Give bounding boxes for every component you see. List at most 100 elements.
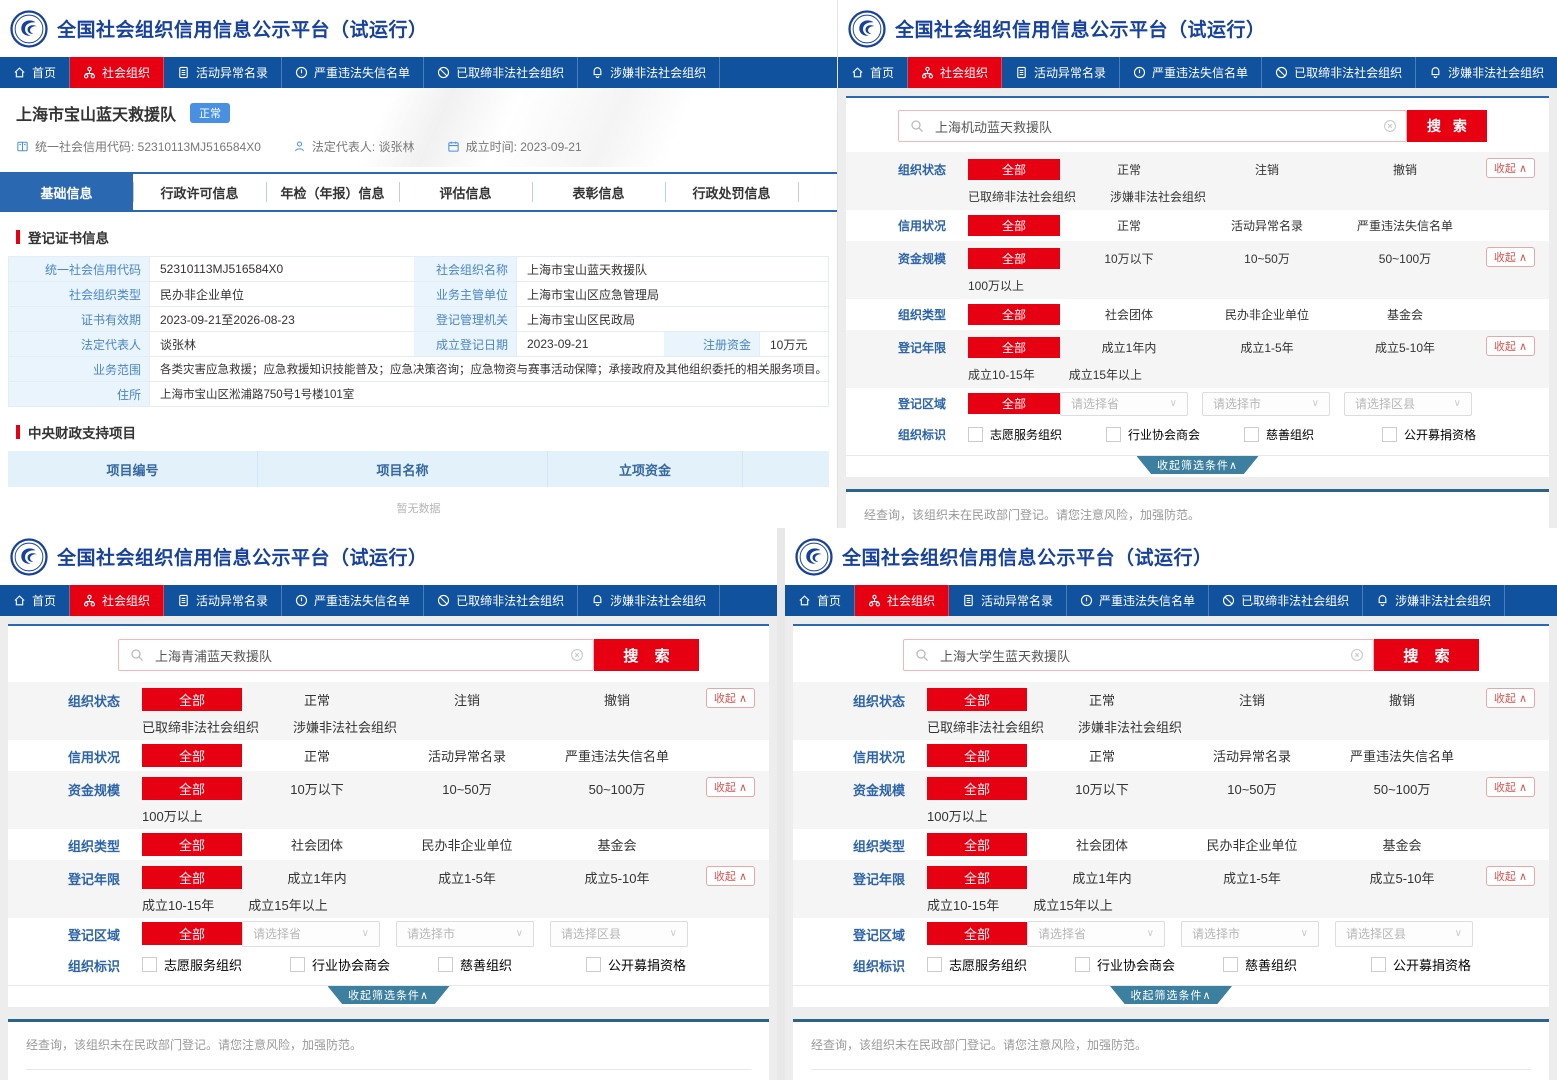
filter-option-all[interactable]: 全部 — [142, 833, 242, 856]
filter-option[interactable]: 10~50万 — [1227, 782, 1277, 797]
filter-option[interactable]: 50~100万 — [1378, 252, 1432, 266]
org-flag-checkbox[interactable]: 慈善组织 — [1223, 953, 1371, 976]
org-flag-checkbox[interactable]: 行业协会商会 — [1075, 953, 1223, 976]
nav-item-abnormal[interactable]: 活动异常名录 — [1002, 57, 1121, 88]
filter-option[interactable]: 正常 — [303, 749, 330, 764]
filter-option[interactable]: 严重违法失信名单 — [1356, 219, 1453, 233]
filter-option[interactable]: 50~100万 — [588, 782, 646, 797]
nav-item-abnormal[interactable]: 活动异常名录 — [164, 585, 283, 616]
filter-option[interactable]: 已取缔非法社会组织 — [927, 720, 1045, 735]
filter-option-all[interactable]: 全部 — [927, 688, 1027, 711]
filter-option[interactable]: 民办非企业单位 — [1206, 838, 1298, 853]
org-flag-checkbox[interactable]: 慈善组织 — [438, 953, 586, 976]
filter-option[interactable]: 100万以上 — [927, 809, 988, 824]
tab-4[interactable]: 表彰信息 — [532, 174, 665, 210]
filter-option[interactable]: 已取缔非法社会组织 — [142, 720, 260, 735]
filter-option-all[interactable]: 全部 — [927, 777, 1027, 800]
filter-option[interactable]: 100万以上 — [968, 279, 1025, 293]
filter-option-all[interactable]: 全部 — [142, 777, 242, 800]
search-button[interactable]: 搜 索 — [1407, 110, 1487, 142]
filter-option[interactable]: 涉嫌非法社会组织 — [1078, 720, 1183, 735]
region-select-1[interactable]: 请选择市 ∨ — [1181, 920, 1319, 947]
org-flag-checkbox[interactable]: 公开募捐资格 — [586, 953, 734, 976]
nav-item-banned[interactable]: 已取缔非法社会组织 — [424, 57, 579, 88]
region-select-1[interactable]: 请选择市 ∨ — [396, 920, 534, 947]
nav-item-home[interactable]: 首页 — [0, 57, 71, 88]
filter-option[interactable]: 成立1-5年 — [1223, 871, 1281, 886]
nav-item-org[interactable]: 社会组织 — [855, 585, 950, 616]
filter-option[interactable]: 成立1年内 — [1101, 341, 1157, 355]
search-input[interactable]: 上海机动蓝天救援队 — [898, 110, 1407, 142]
nav-item-suspected[interactable]: 涉嫌非法社会组织 — [1363, 585, 1506, 616]
filter-option[interactable]: 基金会 — [1386, 308, 1423, 322]
filter-option-all[interactable]: 全部 — [927, 744, 1027, 767]
nav-item-home[interactable]: 首页 — [838, 57, 909, 88]
filter-option[interactable]: 民办非企业单位 — [421, 838, 513, 853]
clear-icon[interactable] — [570, 648, 584, 662]
region-select-0[interactable]: 请选择省 ∨ — [1060, 391, 1188, 416]
filter-option[interactable]: 成立1-5年 — [1240, 341, 1294, 355]
nav-item-dishonest[interactable]: 严重违法失信名单 — [282, 585, 425, 616]
nav-item-abnormal[interactable]: 活动异常名录 — [164, 57, 283, 88]
filter-option[interactable]: 社会团体 — [1104, 308, 1153, 322]
nav-item-home[interactable]: 首页 — [785, 585, 856, 616]
filter-option[interactable]: 正常 — [1088, 749, 1115, 764]
filter-option[interactable]: 10~50万 — [442, 782, 492, 797]
filter-option-all[interactable]: 全部 — [968, 304, 1060, 325]
collapse-row-button[interactable]: 收起 ∧ — [705, 688, 755, 708]
filter-option[interactable]: 撤销 — [1392, 163, 1417, 177]
org-flag-checkbox[interactable]: 志愿服务组织 — [142, 953, 290, 976]
filter-option[interactable]: 严重违法失信名单 — [1349, 749, 1454, 764]
filter-option-all[interactable]: 全部 — [968, 215, 1060, 236]
filter-option[interactable]: 成立10-15年 — [927, 898, 1000, 913]
nav-item-home[interactable]: 首页 — [0, 585, 71, 616]
collapse-row-button[interactable]: 收起 ∧ — [1485, 777, 1535, 797]
filter-option-all[interactable]: 全部 — [142, 688, 242, 711]
filter-option-all[interactable]: 全部 — [142, 922, 242, 945]
search-input[interactable]: 上海大学生蓝天救援队 — [903, 639, 1374, 671]
nav-item-banned[interactable]: 已取缔非法社会组织 — [1209, 585, 1364, 616]
org-flag-checkbox[interactable]: 公开募捐资格 — [1371, 953, 1519, 976]
filter-option[interactable]: 成立10-15年 — [142, 898, 215, 913]
clear-icon[interactable] — [1383, 119, 1397, 133]
filter-option[interactable]: 撤销 — [1388, 693, 1415, 708]
filter-option[interactable]: 社会团体 — [1075, 838, 1128, 853]
filter-option[interactable]: 严重违法失信名单 — [564, 749, 669, 764]
filter-option[interactable]: 活动异常名录 — [1230, 219, 1303, 233]
search-button[interactable]: 搜 索 — [1374, 639, 1479, 671]
filter-option[interactable]: 成立1-5年 — [438, 871, 496, 886]
tab-3[interactable]: 评估信息 — [399, 174, 532, 210]
collapse-row-button[interactable]: 收起 ∧ — [705, 777, 755, 797]
org-flag-checkbox[interactable]: 慈善组织 — [1244, 423, 1382, 446]
filter-option[interactable]: 活动异常名录 — [1212, 749, 1291, 764]
clear-icon[interactable] — [1350, 648, 1364, 662]
filter-option[interactable]: 成立1年内 — [287, 871, 347, 886]
filter-option[interactable]: 涉嫌非法社会组织 — [293, 720, 398, 735]
org-flag-checkbox[interactable]: 行业协会商会 — [1106, 423, 1244, 446]
region-select-2[interactable]: 请选择区县 ∨ — [1335, 920, 1473, 947]
filter-option-all[interactable]: 全部 — [927, 922, 1027, 945]
nav-item-dishonest[interactable]: 严重违法失信名单 — [1120, 57, 1263, 88]
filter-option[interactable]: 10万以下 — [290, 782, 344, 797]
filter-option[interactable]: 正常 — [1116, 219, 1141, 233]
filter-option[interactable]: 成立5-10年 — [1369, 871, 1435, 886]
nav-item-suspected[interactable]: 涉嫌非法社会组织 — [1416, 57, 1557, 88]
filter-option[interactable]: 正常 — [303, 693, 330, 708]
org-flag-checkbox[interactable]: 志愿服务组织 — [927, 953, 1075, 976]
filter-option-all[interactable]: 全部 — [968, 393, 1060, 414]
filter-option[interactable]: 成立5-10年 — [1374, 341, 1436, 355]
collapse-row-button[interactable]: 收起 ∧ — [1485, 336, 1535, 356]
org-flag-checkbox[interactable]: 公开募捐资格 — [1382, 423, 1520, 446]
filter-option-all[interactable]: 全部 — [927, 833, 1027, 856]
nav-item-suspected[interactable]: 涉嫌非法社会组织 — [578, 585, 721, 616]
collapse-row-button[interactable]: 收起 ∧ — [1485, 866, 1535, 886]
filter-option[interactable]: 社会团体 — [290, 838, 343, 853]
nav-item-abnormal[interactable]: 活动异常名录 — [949, 585, 1068, 616]
nav-item-banned[interactable]: 已取缔非法社会组织 — [1262, 57, 1417, 88]
search-button[interactable]: 搜 索 — [594, 639, 699, 671]
filter-option[interactable]: 民办非企业单位 — [1224, 308, 1309, 322]
filter-option[interactable]: 10万以下 — [1075, 782, 1129, 797]
filter-option[interactable]: 成立15年以上 — [248, 898, 328, 913]
nav-item-dishonest[interactable]: 严重违法失信名单 — [282, 57, 425, 88]
collapse-row-button[interactable]: 收起 ∧ — [705, 866, 755, 886]
